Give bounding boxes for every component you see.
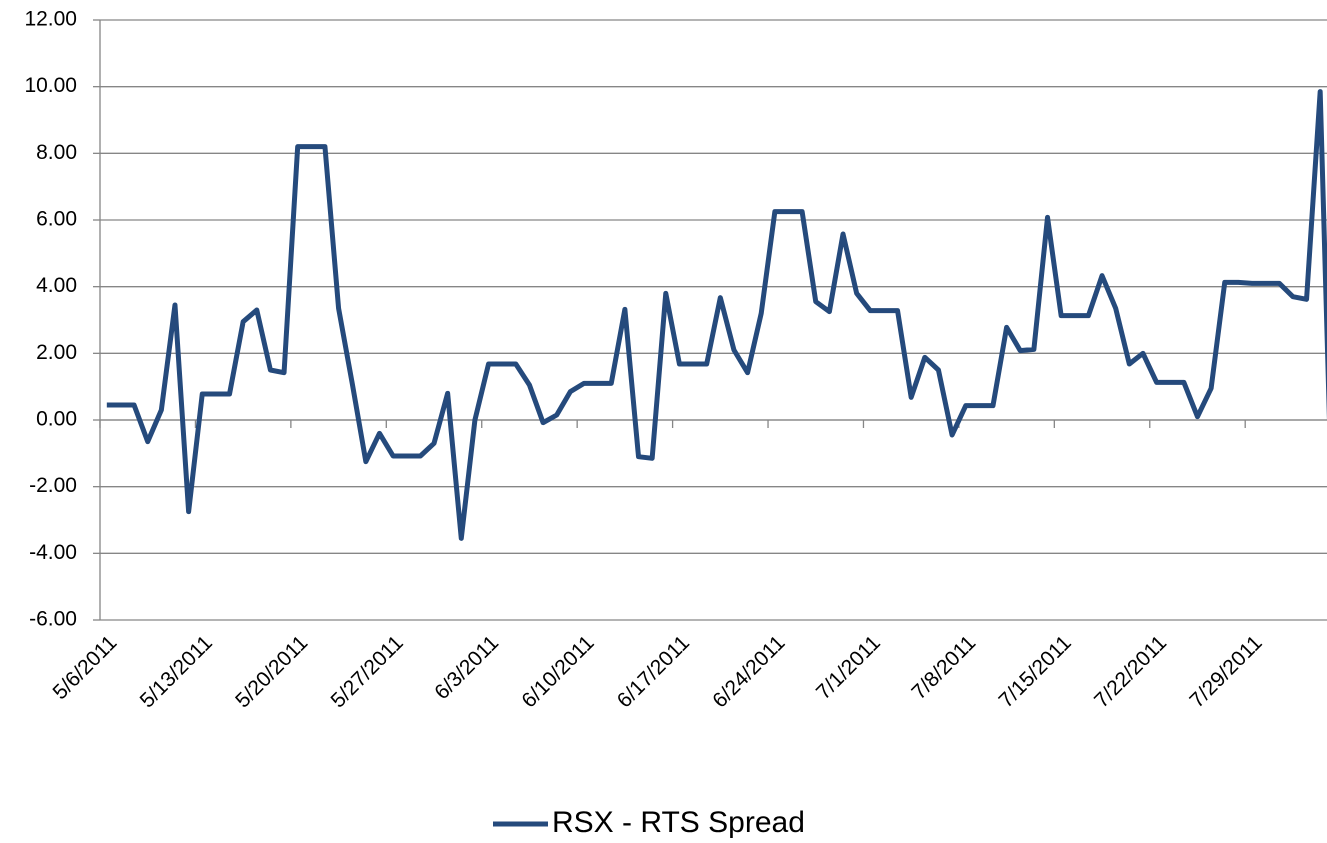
x-tick-label: 5/27/2011	[327, 631, 408, 712]
x-tick-label: 7/1/2011	[812, 631, 885, 704]
x-tick-label: 6/10/2011	[517, 631, 598, 712]
y-tick-label: 8.00	[36, 141, 77, 164]
y-tick-label: -4.00	[29, 541, 77, 564]
x-tick-label: 7/15/2011	[995, 631, 1076, 712]
data-line	[106, 89, 1327, 541]
y-tick-label: -6.00	[29, 608, 77, 631]
x-tick-label: 7/22/2011	[1090, 631, 1171, 712]
y-tick-label: -2.00	[29, 474, 77, 497]
legend-text: RSX - RTS Spread	[552, 806, 805, 839]
x-tick-label: 5/6/2011	[48, 631, 121, 704]
y-tick-label: 10.00	[24, 74, 77, 97]
y-tick-label: 4.00	[36, 274, 77, 297]
x-tick-label: 7/29/2011	[1185, 631, 1266, 712]
x-tick-label: 7/8/2011	[907, 631, 980, 704]
y-tick-label: 0.00	[36, 408, 77, 431]
x-tick-label: 5/20/2011	[231, 631, 312, 712]
y-tick-label: 2.00	[36, 341, 77, 364]
x-tick-label: 6/17/2011	[613, 631, 694, 712]
x-tick-label: 5/13/2011	[136, 631, 217, 712]
x-tick-label: 6/3/2011	[430, 631, 503, 704]
x-tick-label: 6/24/2011	[708, 631, 789, 712]
y-tick-label: 12.00	[24, 8, 77, 31]
y-tick-label: 6.00	[36, 208, 77, 231]
